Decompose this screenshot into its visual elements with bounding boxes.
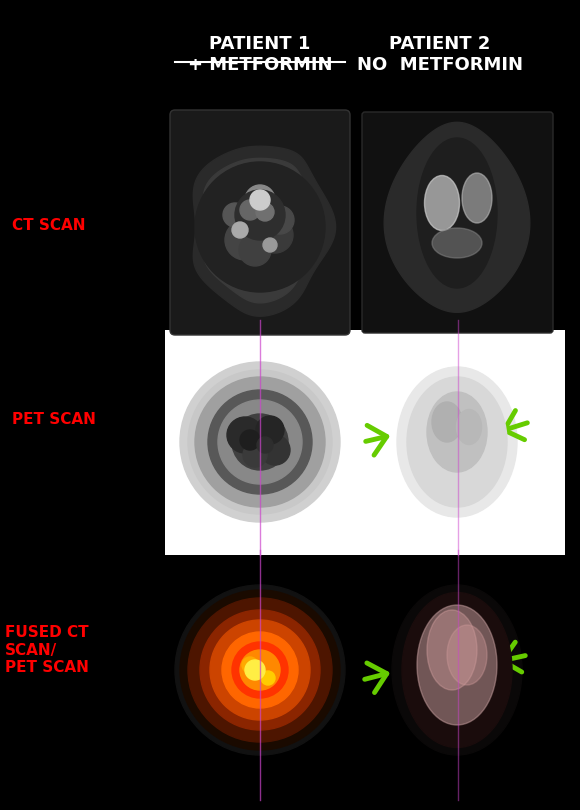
Circle shape	[242, 424, 278, 460]
Polygon shape	[193, 147, 336, 316]
Circle shape	[180, 362, 340, 522]
Ellipse shape	[432, 228, 482, 258]
Circle shape	[240, 650, 280, 690]
Circle shape	[245, 660, 265, 680]
Circle shape	[240, 200, 260, 220]
Ellipse shape	[447, 625, 487, 685]
Circle shape	[188, 598, 332, 742]
Circle shape	[257, 437, 273, 453]
Circle shape	[223, 203, 247, 227]
Ellipse shape	[417, 138, 497, 288]
Circle shape	[242, 657, 258, 673]
Ellipse shape	[425, 176, 459, 231]
FancyBboxPatch shape	[170, 110, 350, 335]
Ellipse shape	[432, 402, 462, 442]
Ellipse shape	[407, 377, 507, 507]
Circle shape	[188, 370, 332, 514]
Circle shape	[222, 632, 298, 708]
Circle shape	[195, 377, 325, 507]
Circle shape	[208, 390, 312, 494]
Circle shape	[261, 671, 275, 685]
Circle shape	[227, 417, 263, 453]
Ellipse shape	[427, 610, 477, 690]
Circle shape	[180, 590, 340, 750]
Circle shape	[240, 430, 260, 450]
Circle shape	[225, 220, 265, 260]
Circle shape	[257, 217, 293, 253]
Circle shape	[245, 185, 275, 215]
Circle shape	[232, 642, 288, 698]
Circle shape	[263, 238, 277, 252]
Ellipse shape	[402, 592, 512, 748]
Ellipse shape	[462, 173, 492, 223]
Circle shape	[235, 190, 285, 240]
Ellipse shape	[427, 392, 487, 472]
FancyBboxPatch shape	[362, 112, 553, 333]
Circle shape	[218, 400, 302, 484]
Circle shape	[243, 443, 267, 467]
Circle shape	[266, 206, 294, 234]
Ellipse shape	[397, 367, 517, 517]
Circle shape	[256, 416, 284, 444]
Ellipse shape	[456, 410, 481, 445]
Circle shape	[256, 203, 274, 221]
Circle shape	[232, 222, 248, 238]
Ellipse shape	[392, 585, 522, 755]
Circle shape	[195, 162, 325, 292]
Circle shape	[200, 610, 320, 730]
Circle shape	[175, 585, 345, 755]
Polygon shape	[204, 159, 324, 303]
Text: PATIENT 1
+ METFORMIN: PATIENT 1 + METFORMIN	[188, 35, 332, 74]
FancyBboxPatch shape	[165, 330, 565, 555]
Polygon shape	[384, 122, 530, 313]
Circle shape	[210, 620, 310, 720]
Text: PET SCAN: PET SCAN	[12, 412, 96, 428]
Text: PATIENT 2
NO  METFORMIN: PATIENT 2 NO METFORMIN	[357, 35, 523, 74]
Circle shape	[260, 435, 290, 465]
Circle shape	[232, 414, 288, 470]
Circle shape	[239, 234, 271, 266]
Circle shape	[250, 190, 270, 210]
Text: CT SCAN: CT SCAN	[12, 218, 85, 232]
Text: FUSED CT
SCAN/
PET SCAN: FUSED CT SCAN/ PET SCAN	[5, 625, 89, 675]
Ellipse shape	[417, 605, 497, 725]
